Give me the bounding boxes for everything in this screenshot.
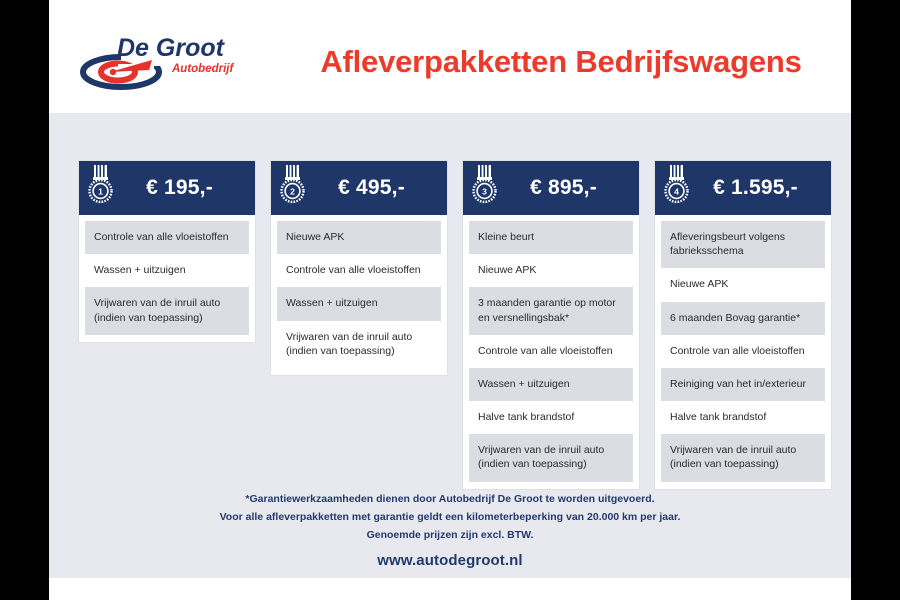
list-item: Reiniging van het in/exterieur — [661, 367, 825, 402]
brand-logo: De Groot Autobedrijf — [77, 34, 277, 90]
list-item: Kleine beurt — [469, 221, 633, 255]
package-items-3: Kleine beurt Nieuwe APK 3 maanden garant… — [463, 215, 639, 489]
package-card-1[interactable]: 1 € 195,- Controle van alle vloeistoffen… — [78, 160, 256, 343]
package-items-2: Nieuwe APK Controle van alle vloeistoffe… — [271, 215, 447, 375]
package-columns: 1 € 195,- Controle van alle vloeistoffen… — [49, 160, 851, 490]
medal-icon: 4 — [662, 164, 690, 208]
list-item: Nieuwe APK — [469, 254, 633, 288]
list-item: Nieuwe APK — [277, 221, 441, 255]
package-items-4: Afleveringsbeurt volgens fabrieksschema … — [655, 215, 831, 489]
package-card-2[interactable]: 2 € 495,- Nieuwe APK Controle van alle v… — [270, 160, 448, 376]
list-item: 6 maanden Bovag garantie* — [661, 301, 825, 335]
footnote-line-2: Voor alle afleverpakketten met garantie … — [219, 511, 681, 524]
list-item: Controle van alle vloeistoffen — [277, 254, 441, 288]
medal-rank-number: 4 — [674, 187, 679, 197]
list-item: Afleveringsbeurt volgens fabrieksschema — [661, 221, 825, 269]
list-item: Vrijwaren van de inruil auto (indien van… — [661, 434, 825, 482]
bottom-band — [49, 578, 851, 600]
medal-icon: 2 — [278, 164, 306, 208]
logo-wordmark-secondary: Autobedrijf — [171, 63, 234, 75]
website-url[interactable]: www.autodegroot.nl — [377, 552, 523, 569]
package-card-4[interactable]: 4 € 1.595,- Afleveringsbeurt volgens fab… — [654, 160, 832, 490]
list-item: 3 maanden garantie op motor en versnelli… — [469, 287, 633, 335]
package-price-3: € 895,- — [530, 176, 597, 199]
footnote-line-3: Genoemde prijzen zijn excl. BTW. — [366, 529, 534, 542]
package-price-1: € 195,- — [146, 176, 213, 199]
package-price-2: € 495,- — [338, 176, 405, 199]
list-item: Vrijwaren van de inruil auto (indien van… — [85, 287, 249, 335]
list-item: Halve tank brandstof — [661, 401, 825, 435]
medal-rank-number: 1 — [98, 187, 103, 197]
package-items-1: Controle van alle vloeistoffen Wassen + … — [79, 215, 255, 342]
medal-rank-number: 3 — [482, 187, 487, 197]
poster-canvas: De Groot Autobedrijf Afleverpakketten Be… — [49, 0, 851, 600]
package-header-3: 3 € 895,- — [463, 161, 639, 215]
logo-wordmark-primary: De Groot — [117, 34, 226, 62]
list-item: Wassen + uitzuigen — [277, 287, 441, 321]
list-item: Nieuwe APK — [661, 268, 825, 302]
package-header-4: 4 € 1.595,- — [655, 161, 831, 215]
footnote-line-1: *Garantiewerkzaamheden dienen door Autob… — [245, 493, 655, 505]
header-band: De Groot Autobedrijf Afleverpakketten Be… — [49, 0, 851, 113]
package-header-1: 1 € 195,- — [79, 161, 255, 215]
list-item: Vrijwaren van de inruil auto (indien van… — [277, 320, 441, 368]
package-price-4: € 1.595,- — [713, 176, 798, 199]
page-title: Afleverpakketten Bedrijfswagens — [320, 44, 802, 79]
medal-icon: 1 — [86, 164, 114, 208]
medal-icon: 3 — [470, 164, 498, 208]
package-header-2: 2 € 495,- — [271, 161, 447, 215]
list-item: Wassen + uitzuigen — [85, 254, 249, 288]
list-item: Vrijwaren van de inruil auto (indien van… — [469, 434, 633, 482]
list-item: Controle van alle vloeistoffen — [469, 334, 633, 368]
list-item: Controle van alle vloeistoffen — [85, 221, 249, 255]
medal-rank-number: 2 — [290, 187, 295, 197]
list-item: Controle van alle vloeistoffen — [661, 334, 825, 368]
package-card-3[interactable]: 3 € 895,- Kleine beurt Nieuwe APK 3 maan… — [462, 160, 640, 490]
list-item: Wassen + uitzuigen — [469, 367, 633, 402]
footnote: *Garantiewerkzaamheden dienen door Autob… — [49, 490, 851, 544]
list-item: Halve tank brandstof — [469, 401, 633, 435]
